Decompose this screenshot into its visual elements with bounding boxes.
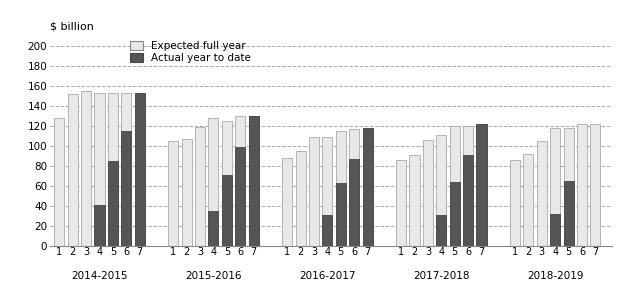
Legend: Expected full year, Actual year to date: Expected full year, Actual year to date: [128, 39, 253, 65]
Bar: [323, 137, 333, 246]
Bar: [81, 91, 91, 246]
Bar: [590, 124, 600, 246]
Bar: [409, 155, 419, 246]
Bar: [94, 93, 105, 246]
Bar: [510, 160, 520, 246]
Bar: [363, 128, 373, 246]
Bar: [296, 151, 306, 246]
Bar: [208, 118, 218, 246]
Bar: [235, 116, 245, 246]
Bar: [94, 205, 105, 246]
Bar: [195, 127, 205, 246]
Bar: [235, 147, 245, 246]
Text: 2017-2018: 2017-2018: [413, 271, 469, 281]
Bar: [577, 124, 587, 246]
Text: $ billion: $ billion: [50, 22, 94, 32]
Text: 2015-2016: 2015-2016: [185, 271, 241, 281]
Text: 2018-2019: 2018-2019: [527, 271, 583, 281]
Bar: [524, 154, 534, 246]
Bar: [108, 93, 118, 246]
Bar: [309, 137, 319, 246]
Text: 2016-2017: 2016-2017: [299, 271, 356, 281]
Bar: [248, 116, 259, 246]
Bar: [336, 131, 346, 246]
Bar: [477, 124, 487, 246]
Text: 2014-2015: 2014-2015: [71, 271, 128, 281]
Bar: [436, 135, 446, 246]
Bar: [563, 128, 573, 246]
Bar: [248, 116, 259, 246]
Bar: [282, 158, 292, 246]
Bar: [477, 124, 487, 246]
Bar: [423, 140, 433, 246]
Bar: [550, 214, 560, 246]
Bar: [222, 121, 232, 246]
Bar: [396, 160, 406, 246]
Bar: [349, 159, 359, 246]
Bar: [450, 126, 460, 246]
Bar: [463, 155, 473, 246]
Bar: [168, 141, 178, 246]
Bar: [323, 215, 333, 246]
Bar: [121, 93, 131, 246]
Bar: [208, 211, 218, 246]
Bar: [121, 131, 131, 246]
Bar: [463, 126, 473, 246]
Bar: [537, 141, 547, 246]
Bar: [336, 183, 346, 246]
Bar: [135, 93, 145, 246]
Bar: [135, 93, 145, 246]
Bar: [550, 128, 560, 246]
Bar: [108, 161, 118, 246]
Bar: [363, 128, 373, 246]
Bar: [222, 175, 232, 246]
Bar: [450, 182, 460, 246]
Bar: [349, 129, 359, 246]
Bar: [563, 181, 573, 246]
Bar: [67, 94, 78, 246]
Bar: [54, 118, 64, 246]
Bar: [182, 139, 192, 246]
Bar: [436, 215, 446, 246]
